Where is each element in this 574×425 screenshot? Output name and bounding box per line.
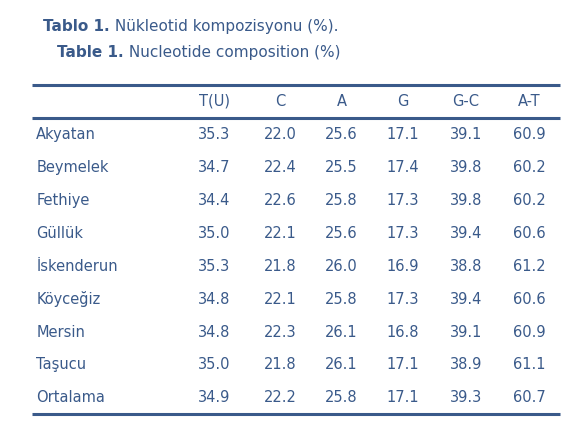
Text: 61.2: 61.2	[513, 259, 545, 274]
Text: 38.9: 38.9	[450, 357, 482, 372]
Text: G-C: G-C	[452, 94, 479, 109]
Text: 25.5: 25.5	[325, 160, 358, 175]
Text: 39.1: 39.1	[450, 325, 482, 340]
Text: 34.4: 34.4	[198, 193, 230, 208]
Text: C: C	[275, 94, 285, 109]
Text: 35.0: 35.0	[198, 357, 231, 372]
Text: 60.2: 60.2	[513, 160, 545, 175]
Text: 17.3: 17.3	[387, 193, 420, 208]
Text: 25.6: 25.6	[325, 226, 358, 241]
Text: Beymelek: Beymelek	[36, 160, 108, 175]
Text: 22.1: 22.1	[264, 226, 297, 241]
Text: 39.4: 39.4	[450, 226, 482, 241]
Text: Köyceğiz: Köyceğiz	[36, 291, 100, 307]
Text: 35.3: 35.3	[198, 127, 230, 142]
Text: 39.8: 39.8	[450, 160, 482, 175]
Text: 17.3: 17.3	[387, 226, 420, 241]
Text: Mersin: Mersin	[36, 325, 85, 340]
Text: 25.6: 25.6	[325, 127, 358, 142]
Text: 22.0: 22.0	[264, 127, 297, 142]
Text: A-T: A-T	[518, 94, 540, 109]
Text: 35.3: 35.3	[198, 259, 230, 274]
Text: 25.8: 25.8	[325, 391, 358, 405]
Text: 60.2: 60.2	[513, 193, 545, 208]
Text: 34.7: 34.7	[198, 160, 231, 175]
Text: 26.1: 26.1	[325, 357, 358, 372]
Text: 60.6: 60.6	[513, 292, 545, 306]
Text: 34.8: 34.8	[198, 325, 230, 340]
Text: 22.3: 22.3	[264, 325, 297, 340]
Text: İskenderun: İskenderun	[36, 259, 118, 274]
Text: Akyatan: Akyatan	[36, 127, 96, 142]
Text: 38.8: 38.8	[450, 259, 482, 274]
Text: 39.1: 39.1	[450, 127, 482, 142]
Text: 22.6: 22.6	[264, 193, 297, 208]
Text: 17.1: 17.1	[387, 357, 420, 372]
Text: Taşucu: Taşucu	[36, 357, 86, 372]
Text: 39.3: 39.3	[450, 391, 482, 405]
Text: Tablo 1.: Tablo 1.	[43, 19, 110, 34]
Text: Fethiye: Fethiye	[36, 193, 90, 208]
Text: 35.0: 35.0	[198, 226, 231, 241]
Text: 25.8: 25.8	[325, 292, 358, 306]
Text: Table 1.: Table 1.	[57, 45, 124, 60]
Text: 17.1: 17.1	[387, 391, 420, 405]
Text: 60.9: 60.9	[513, 325, 545, 340]
Text: Ortalama: Ortalama	[36, 391, 105, 405]
Text: 61.1: 61.1	[513, 357, 545, 372]
Text: 60.9: 60.9	[513, 127, 545, 142]
Text: Güllük: Güllük	[36, 226, 83, 241]
Text: A: A	[337, 94, 347, 109]
Text: 39.4: 39.4	[450, 292, 482, 306]
Text: 25.8: 25.8	[325, 193, 358, 208]
Text: T(U): T(U)	[199, 94, 230, 109]
Text: 39.8: 39.8	[450, 193, 482, 208]
Text: 26.0: 26.0	[325, 259, 358, 274]
Text: 34.8: 34.8	[198, 292, 230, 306]
Text: 26.1: 26.1	[325, 325, 358, 340]
Text: 17.3: 17.3	[387, 292, 420, 306]
Text: 22.4: 22.4	[264, 160, 297, 175]
Text: 21.8: 21.8	[264, 259, 297, 274]
Text: 60.6: 60.6	[513, 226, 545, 241]
Text: 21.8: 21.8	[264, 357, 297, 372]
Text: 22.2: 22.2	[264, 391, 297, 405]
Text: 16.8: 16.8	[387, 325, 420, 340]
Text: 17.1: 17.1	[387, 127, 420, 142]
Text: 17.4: 17.4	[387, 160, 420, 175]
Text: 60.7: 60.7	[513, 391, 545, 405]
Text: 16.9: 16.9	[387, 259, 420, 274]
Text: 22.1: 22.1	[264, 292, 297, 306]
Text: 34.9: 34.9	[198, 391, 230, 405]
Text: Nucleotide composition (%): Nucleotide composition (%)	[124, 45, 340, 60]
Text: Nükleotid kompozisyonu (%).: Nükleotid kompozisyonu (%).	[110, 19, 338, 34]
Text: G: G	[397, 94, 409, 109]
